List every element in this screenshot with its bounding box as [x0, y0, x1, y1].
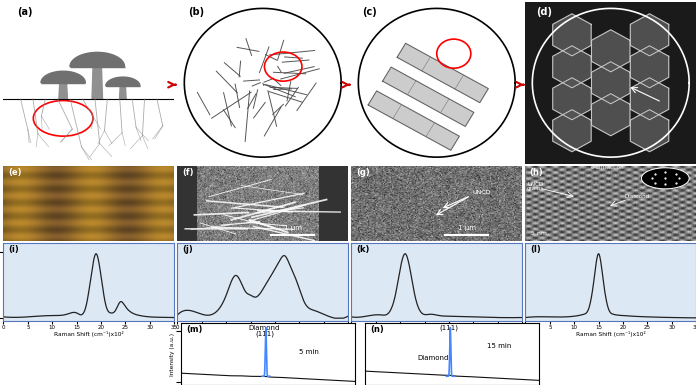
- Polygon shape: [106, 77, 140, 86]
- Text: UNCD: UNCD: [473, 190, 491, 195]
- Text: (d): (d): [536, 7, 552, 17]
- Text: 5 min: 5 min: [299, 349, 319, 355]
- Text: 1 μm: 1 μm: [283, 225, 301, 231]
- Polygon shape: [592, 94, 630, 136]
- Text: (e): (e): [8, 168, 22, 177]
- Polygon shape: [358, 8, 515, 157]
- Text: Diamond: Diamond: [624, 194, 649, 199]
- X-axis label: Raman Shift (cm⁻¹)x10²: Raman Shift (cm⁻¹)x10²: [228, 331, 298, 336]
- Text: (k): (k): [356, 245, 370, 254]
- Text: (111): (111): [255, 330, 274, 336]
- Text: (111): (111): [439, 325, 459, 331]
- Polygon shape: [631, 14, 669, 56]
- Polygon shape: [553, 78, 591, 120]
- Text: grains: grains: [527, 186, 544, 191]
- Text: (i): (i): [8, 245, 19, 254]
- Text: (a): (a): [17, 7, 33, 17]
- X-axis label: Raman Shift (cm⁻¹)x10²: Raman Shift (cm⁻¹)x10²: [576, 331, 646, 336]
- Text: (l): (l): [530, 245, 541, 254]
- Polygon shape: [631, 110, 669, 152]
- Text: (m): (m): [187, 325, 203, 334]
- Text: (b): (b): [188, 7, 204, 17]
- X-axis label: Raman Shift (cm⁻¹)x10²: Raman Shift (cm⁻¹)x10²: [54, 331, 124, 336]
- Polygon shape: [631, 46, 669, 88]
- Text: (c): (c): [362, 7, 377, 17]
- Text: Diamond: Diamond: [418, 355, 449, 362]
- Polygon shape: [383, 67, 474, 126]
- Polygon shape: [92, 67, 102, 99]
- Polygon shape: [592, 30, 630, 72]
- X-axis label: Raman Shift (cm⁻¹)x10²: Raman Shift (cm⁻¹)x10²: [402, 331, 472, 336]
- Text: Diamond: Diamond: [248, 325, 280, 331]
- Polygon shape: [631, 78, 669, 120]
- Polygon shape: [532, 8, 689, 157]
- Polygon shape: [59, 83, 68, 99]
- Polygon shape: [592, 62, 630, 104]
- Polygon shape: [553, 46, 591, 88]
- Text: (n): (n): [370, 325, 384, 334]
- Circle shape: [642, 168, 689, 189]
- Polygon shape: [184, 8, 341, 157]
- Text: (f): (f): [182, 168, 194, 177]
- Polygon shape: [120, 86, 126, 99]
- Text: (h): (h): [529, 168, 543, 177]
- Polygon shape: [397, 44, 489, 103]
- Polygon shape: [41, 71, 86, 83]
- Polygon shape: [70, 52, 125, 67]
- Polygon shape: [553, 110, 591, 152]
- Polygon shape: [553, 14, 591, 56]
- Text: 5 nm: 5 nm: [530, 231, 546, 236]
- Text: (j): (j): [182, 245, 193, 254]
- Text: 15 min: 15 min: [487, 343, 512, 349]
- Y-axis label: Intensity (a.u.): Intensity (a.u.): [170, 333, 175, 376]
- Text: (g): (g): [356, 168, 370, 177]
- Polygon shape: [368, 91, 459, 150]
- Text: UNCD: UNCD: [527, 182, 544, 187]
- Text: 1 μm: 1 μm: [457, 225, 475, 231]
- Text: e-diffraction: e-diffraction: [590, 165, 624, 170]
